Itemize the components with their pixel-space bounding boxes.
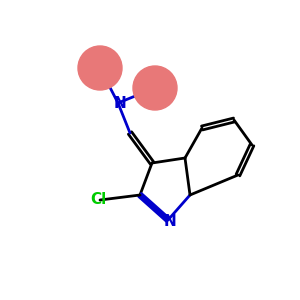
Circle shape: [133, 66, 177, 110]
Text: N: N: [164, 214, 176, 230]
Text: N: N: [114, 95, 126, 110]
Circle shape: [78, 46, 122, 90]
Text: Cl: Cl: [90, 193, 106, 208]
